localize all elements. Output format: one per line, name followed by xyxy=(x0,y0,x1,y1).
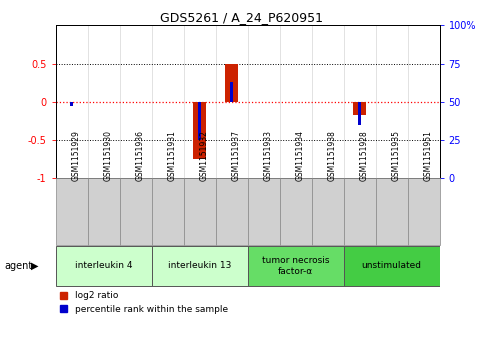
Bar xyxy=(248,178,280,245)
Text: GSM1151935: GSM1151935 xyxy=(392,130,400,181)
Bar xyxy=(87,178,120,245)
Text: GSM1151928: GSM1151928 xyxy=(359,130,369,181)
Text: GSM1151937: GSM1151937 xyxy=(231,130,241,181)
Legend: log2 ratio, percentile rank within the sample: log2 ratio, percentile rank within the s… xyxy=(60,291,227,314)
Bar xyxy=(198,102,201,140)
Bar xyxy=(376,178,408,245)
Bar xyxy=(193,102,206,159)
Bar xyxy=(56,178,87,245)
Text: interleukin 13: interleukin 13 xyxy=(168,261,231,270)
Text: unstimulated: unstimulated xyxy=(362,261,422,270)
Bar xyxy=(357,102,361,125)
Bar xyxy=(312,178,343,245)
Bar xyxy=(184,178,215,245)
Bar xyxy=(353,102,366,115)
Bar xyxy=(248,246,343,286)
Bar xyxy=(152,178,184,245)
Text: GSM1151951: GSM1151951 xyxy=(424,130,433,181)
Bar xyxy=(56,246,152,286)
Text: GSM1151938: GSM1151938 xyxy=(327,130,337,181)
Text: GSM1151936: GSM1151936 xyxy=(136,130,144,181)
Bar xyxy=(408,178,440,245)
Text: interleukin 4: interleukin 4 xyxy=(75,261,132,270)
Bar xyxy=(343,246,440,286)
Text: agent: agent xyxy=(5,261,33,271)
Bar xyxy=(215,178,248,245)
Bar xyxy=(120,178,152,245)
Text: GSM1151929: GSM1151929 xyxy=(71,130,81,181)
Text: GSM1151933: GSM1151933 xyxy=(264,130,272,181)
Text: GSM1151934: GSM1151934 xyxy=(296,130,305,181)
Text: GSM1151932: GSM1151932 xyxy=(199,130,209,181)
Bar xyxy=(70,102,73,106)
Bar xyxy=(152,246,248,286)
Text: tumor necrosis
factor-α: tumor necrosis factor-α xyxy=(262,256,329,276)
Bar xyxy=(343,178,376,245)
Text: GSM1151930: GSM1151930 xyxy=(103,130,113,181)
Bar xyxy=(229,82,233,102)
Text: GSM1151931: GSM1151931 xyxy=(168,130,177,181)
Text: GDS5261 / A_24_P620951: GDS5261 / A_24_P620951 xyxy=(160,11,323,24)
Bar xyxy=(280,178,312,245)
Bar xyxy=(225,64,238,102)
Text: ▶: ▶ xyxy=(31,261,39,271)
